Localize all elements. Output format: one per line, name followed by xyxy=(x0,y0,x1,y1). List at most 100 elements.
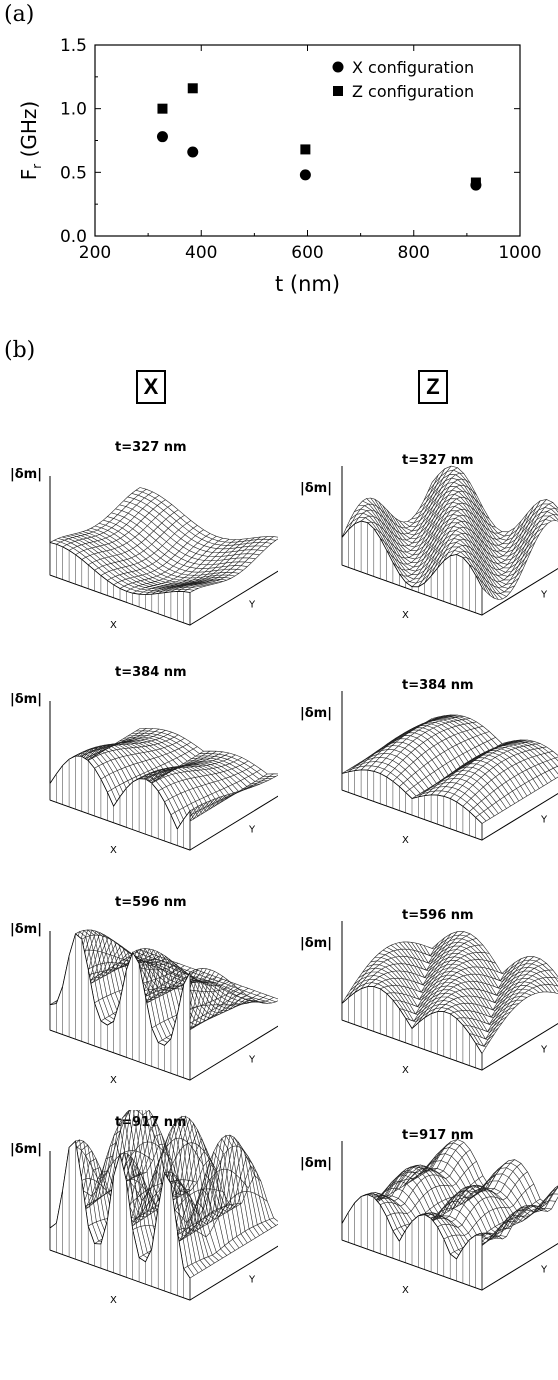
mesh-line xyxy=(430,739,522,796)
mesh-line xyxy=(68,495,160,551)
mesh-line xyxy=(126,1142,217,1206)
mesh-line xyxy=(69,1110,160,1180)
mesh-line xyxy=(75,929,166,964)
y-axis-label: Fr (GHz) xyxy=(17,101,44,180)
mesh-line xyxy=(392,726,483,782)
mesh-line xyxy=(151,985,242,1029)
mesh-line xyxy=(475,984,558,1047)
mesh-line xyxy=(189,774,278,812)
mesh-line xyxy=(462,502,554,582)
mesh-line xyxy=(177,994,268,1015)
mesh-line xyxy=(183,1217,274,1269)
legend-marker-square xyxy=(333,86,343,96)
y-tick-label: 1.0 xyxy=(60,100,87,120)
mesh-line xyxy=(145,983,236,997)
mesh-line xyxy=(158,760,249,792)
mesh-line xyxy=(119,1116,211,1193)
mesh-line xyxy=(380,1149,471,1207)
mesh-line xyxy=(392,944,483,1008)
plot-title: t=384 nm xyxy=(115,665,187,680)
mesh-line xyxy=(354,937,445,993)
mesh-line xyxy=(379,478,471,559)
mesh-line xyxy=(132,537,223,594)
amplitude-label: |δm| xyxy=(300,481,332,496)
mesh-line xyxy=(399,951,490,1015)
mesh-line xyxy=(450,958,541,1018)
mesh-line xyxy=(348,942,439,998)
x-tick-label: 1000 xyxy=(498,243,541,263)
y-axis-line xyxy=(189,570,278,626)
mesh-line xyxy=(430,520,522,577)
mesh-line xyxy=(158,538,249,594)
surface-plot-z-3: t=596 nm |δm| X Y xyxy=(280,890,558,1110)
mesh-line xyxy=(107,746,198,793)
mesh-line xyxy=(126,536,217,592)
y-axis-line xyxy=(481,1022,558,1071)
mesh-line xyxy=(151,538,242,595)
mesh-line xyxy=(151,757,242,784)
mesh-line xyxy=(418,1160,509,1219)
y-tick-label: 0.5 xyxy=(60,163,87,183)
mesh-line xyxy=(132,1188,223,1230)
mesh-line xyxy=(126,964,217,983)
wireframe-surface: XY xyxy=(49,476,278,631)
mesh-line xyxy=(138,959,230,986)
mesh-line xyxy=(469,508,558,588)
mesh-line xyxy=(100,967,192,1022)
amplitude-label: |δm| xyxy=(10,922,42,937)
mesh-line xyxy=(449,743,541,799)
mesh-line xyxy=(469,756,558,812)
x-axis-label: X xyxy=(110,620,117,631)
panel-b-label: (b) xyxy=(4,338,36,363)
mesh-line xyxy=(392,1175,484,1232)
surface-front-face xyxy=(49,541,191,626)
mesh-line xyxy=(348,474,439,530)
legend-marker-circle xyxy=(332,61,344,73)
y-axis-line xyxy=(189,1025,278,1081)
mesh-line xyxy=(469,976,558,1040)
plot-title: t=384 nm xyxy=(402,678,474,693)
mesh-line xyxy=(411,966,503,1029)
mesh-line xyxy=(75,499,166,555)
mesh-line xyxy=(481,991,558,1054)
amplitude-label: |δm| xyxy=(300,936,332,951)
column-header-z: Z xyxy=(418,370,448,404)
column-header-x: X xyxy=(136,370,166,404)
mesh-line xyxy=(481,776,558,824)
mesh-line xyxy=(49,487,141,543)
mesh-line xyxy=(386,721,477,778)
mesh-line xyxy=(100,741,192,780)
mesh-line xyxy=(405,737,496,793)
mesh-line xyxy=(170,1145,262,1216)
mesh-line xyxy=(403,721,544,787)
y-axis-label: Y xyxy=(248,600,256,611)
mesh-line xyxy=(145,539,236,595)
mesh-line xyxy=(386,938,477,1000)
mesh-line xyxy=(367,467,458,547)
plot-title: t=596 nm xyxy=(402,908,474,923)
mesh-line xyxy=(456,963,547,1025)
wireframe-surface: XY xyxy=(49,1110,278,1306)
mesh-line xyxy=(81,504,172,560)
legend-label: Z configuration xyxy=(352,82,474,101)
mesh-line xyxy=(430,958,522,1014)
mesh-line xyxy=(475,765,558,818)
mesh-line xyxy=(379,718,471,774)
amplitude-label: |δm| xyxy=(300,706,332,721)
data-point-x-config xyxy=(156,131,168,143)
mesh-line xyxy=(380,933,471,993)
mesh-line xyxy=(386,1161,477,1217)
mesh-line xyxy=(475,1186,558,1239)
mesh-line xyxy=(139,728,278,775)
y-axis-label: Y xyxy=(248,1055,256,1066)
mesh-line xyxy=(373,1141,464,1202)
wireframe-surface: XY xyxy=(49,701,278,856)
mesh-line xyxy=(81,731,172,757)
amplitude-label: |δm| xyxy=(10,467,42,482)
surface-front-face xyxy=(341,986,483,1071)
mesh-line xyxy=(481,1196,558,1240)
x-axis-label: X xyxy=(402,1285,409,1296)
mesh-line xyxy=(437,512,528,569)
mesh-line xyxy=(113,529,204,586)
surface-plot-x-1: t=327 nm |δm| X Y xyxy=(0,435,278,655)
